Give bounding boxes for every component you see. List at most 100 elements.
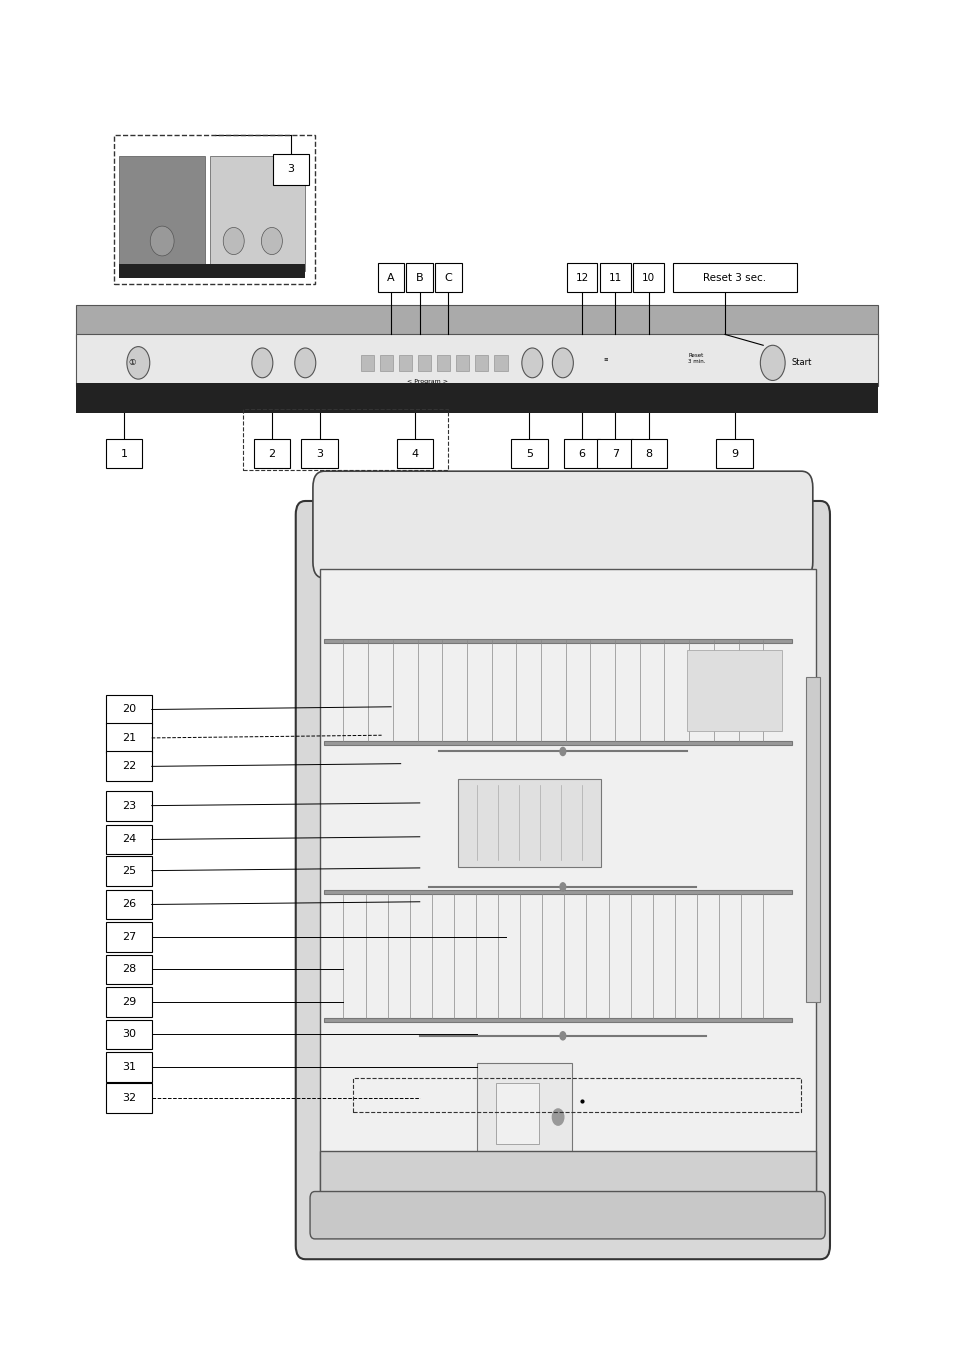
Bar bbox=[243, 409, 448, 470]
Circle shape bbox=[534, 1154, 591, 1235]
Bar bbox=[106, 791, 152, 821]
Bar bbox=[119, 264, 305, 278]
Text: 5: 5 bbox=[525, 448, 533, 459]
Text: 2: 2 bbox=[268, 448, 275, 459]
Circle shape bbox=[559, 747, 565, 756]
Bar bbox=[106, 987, 152, 1017]
Bar bbox=[106, 922, 152, 952]
Circle shape bbox=[559, 1032, 565, 1040]
Text: < Program >: < Program > bbox=[407, 379, 447, 385]
FancyBboxPatch shape bbox=[295, 501, 829, 1259]
Bar bbox=[119, 156, 205, 271]
Text: ≡: ≡ bbox=[603, 356, 607, 362]
Text: 6: 6 bbox=[578, 448, 585, 459]
Bar bbox=[324, 890, 791, 894]
Bar bbox=[633, 263, 663, 292]
Text: 28: 28 bbox=[122, 964, 135, 975]
Bar bbox=[353, 1078, 801, 1112]
Text: Reset
3 min.: Reset 3 min. bbox=[687, 353, 704, 364]
FancyBboxPatch shape bbox=[313, 471, 812, 578]
Circle shape bbox=[559, 883, 565, 891]
Text: B: B bbox=[416, 272, 423, 283]
Bar bbox=[106, 723, 152, 753]
Ellipse shape bbox=[150, 226, 173, 256]
Text: 3: 3 bbox=[315, 448, 323, 459]
Bar bbox=[106, 1020, 152, 1049]
Bar bbox=[417, 355, 431, 371]
Bar bbox=[301, 439, 337, 468]
Circle shape bbox=[552, 348, 573, 378]
Bar bbox=[324, 1018, 791, 1022]
Bar bbox=[106, 825, 152, 854]
Bar bbox=[106, 890, 152, 919]
Text: 7: 7 bbox=[611, 448, 618, 459]
Bar bbox=[457, 779, 600, 867]
Bar bbox=[475, 355, 488, 371]
Bar bbox=[273, 153, 309, 184]
Text: A: A bbox=[387, 272, 395, 283]
Bar bbox=[597, 439, 633, 468]
Text: 30: 30 bbox=[122, 1029, 135, 1040]
Bar bbox=[599, 263, 630, 292]
Text: 10: 10 bbox=[641, 272, 655, 283]
Text: ①: ① bbox=[129, 359, 136, 367]
Text: 11: 11 bbox=[608, 272, 621, 283]
Bar bbox=[435, 263, 461, 292]
Text: 3: 3 bbox=[287, 164, 294, 175]
Ellipse shape bbox=[261, 227, 282, 255]
Bar bbox=[76, 334, 877, 386]
Text: 1: 1 bbox=[120, 448, 128, 459]
Bar bbox=[114, 135, 314, 284]
Bar bbox=[210, 156, 305, 271]
Text: 25: 25 bbox=[122, 865, 135, 876]
Bar bbox=[106, 1083, 152, 1113]
Bar bbox=[686, 650, 781, 731]
Text: 26: 26 bbox=[122, 899, 135, 910]
Bar bbox=[253, 439, 290, 468]
Bar bbox=[319, 569, 815, 1232]
Bar bbox=[398, 355, 412, 371]
Bar bbox=[106, 751, 152, 781]
Bar bbox=[324, 741, 791, 745]
Bar bbox=[566, 263, 597, 292]
Circle shape bbox=[521, 348, 542, 378]
Circle shape bbox=[252, 348, 273, 378]
Text: 32: 32 bbox=[122, 1093, 135, 1104]
Circle shape bbox=[552, 1109, 563, 1125]
Bar bbox=[496, 1083, 538, 1144]
Text: 4: 4 bbox=[411, 448, 418, 459]
Bar bbox=[360, 355, 374, 371]
Bar bbox=[76, 383, 877, 413]
Bar bbox=[106, 856, 152, 886]
Bar bbox=[716, 439, 752, 468]
Bar bbox=[76, 305, 877, 338]
Bar bbox=[396, 439, 433, 468]
Bar bbox=[379, 355, 393, 371]
Text: 29: 29 bbox=[122, 997, 135, 1007]
Bar bbox=[511, 439, 547, 468]
Text: 27: 27 bbox=[122, 932, 135, 942]
Bar bbox=[476, 1063, 572, 1158]
Text: Start: Start bbox=[790, 359, 811, 367]
Circle shape bbox=[127, 347, 150, 379]
Bar bbox=[106, 695, 152, 724]
Text: Reset 3 sec.: Reset 3 sec. bbox=[702, 272, 765, 283]
Bar bbox=[630, 439, 666, 468]
Bar bbox=[494, 355, 507, 371]
Bar bbox=[436, 355, 450, 371]
Bar bbox=[324, 639, 791, 643]
Text: 24: 24 bbox=[122, 834, 135, 845]
Text: 21: 21 bbox=[122, 733, 135, 743]
Text: 9: 9 bbox=[730, 448, 738, 459]
Circle shape bbox=[760, 345, 784, 380]
Text: 22: 22 bbox=[122, 761, 135, 772]
Bar bbox=[805, 677, 820, 1002]
Bar bbox=[377, 263, 404, 292]
Bar bbox=[672, 263, 796, 292]
FancyBboxPatch shape bbox=[310, 1192, 824, 1239]
Circle shape bbox=[294, 348, 315, 378]
Bar bbox=[106, 439, 142, 468]
Text: 23: 23 bbox=[122, 800, 135, 811]
Ellipse shape bbox=[223, 227, 244, 255]
Bar bbox=[106, 955, 152, 984]
